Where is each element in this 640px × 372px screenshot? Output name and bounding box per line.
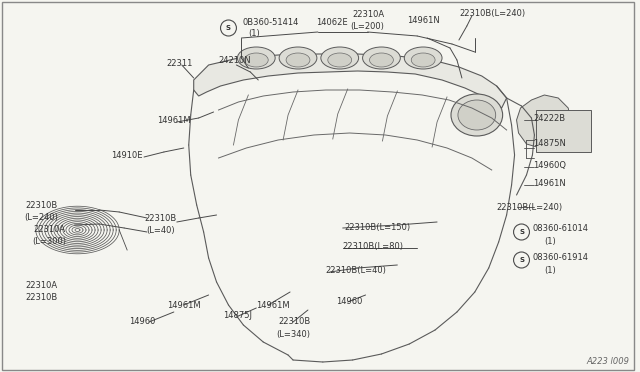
Text: 14960Q: 14960Q (533, 160, 566, 170)
Bar (536, 110, 591, 152)
Text: 22310A: 22310A (26, 282, 58, 291)
Text: 0B360-51414: 0B360-51414 (243, 17, 299, 26)
Text: (L=200): (L=200) (351, 22, 385, 31)
Text: 14961M: 14961M (157, 115, 191, 125)
Ellipse shape (369, 53, 394, 67)
Ellipse shape (286, 53, 310, 67)
Text: 24210N: 24210N (218, 55, 251, 64)
Ellipse shape (328, 53, 351, 67)
Text: 22310B: 22310B (278, 317, 310, 327)
Text: 14062E: 14062E (316, 17, 348, 26)
Text: S: S (226, 25, 231, 31)
Text: 22310B(L=80): 22310B(L=80) (342, 241, 404, 250)
Text: 08360-61914: 08360-61914 (532, 253, 588, 262)
Ellipse shape (321, 47, 358, 69)
Ellipse shape (279, 47, 317, 69)
Text: 14961N: 14961N (407, 16, 440, 25)
Text: 22310A: 22310A (353, 10, 385, 19)
Text: 14875N: 14875N (533, 138, 566, 148)
Text: 14961N: 14961N (533, 179, 566, 187)
Text: 22311: 22311 (167, 58, 193, 67)
Ellipse shape (412, 53, 435, 67)
Circle shape (513, 224, 529, 240)
Text: 14910E: 14910E (111, 151, 143, 160)
Polygon shape (516, 95, 571, 148)
Text: 22310B(L=240): 22310B(L=240) (497, 202, 563, 212)
Ellipse shape (244, 53, 268, 67)
Text: S: S (519, 257, 524, 263)
Ellipse shape (237, 47, 275, 69)
Text: 14875J: 14875J (223, 311, 253, 320)
Ellipse shape (458, 100, 496, 130)
Text: 14960: 14960 (129, 317, 156, 327)
Text: 22310B: 22310B (26, 294, 58, 302)
Polygon shape (194, 54, 507, 108)
Text: 22310B(L=40): 22310B(L=40) (326, 266, 387, 275)
Text: (1): (1) (545, 237, 556, 246)
Text: 22310B: 22310B (144, 214, 176, 222)
Ellipse shape (451, 94, 502, 136)
Text: (L=340): (L=340) (276, 330, 310, 339)
Text: 22310B: 22310B (26, 201, 58, 209)
Ellipse shape (363, 47, 401, 69)
Text: S: S (519, 229, 524, 235)
Text: 22310A: 22310A (34, 224, 66, 234)
Circle shape (513, 252, 529, 268)
Text: 14960: 14960 (336, 298, 362, 307)
Circle shape (221, 20, 236, 36)
Text: A223 l009: A223 l009 (586, 357, 629, 366)
Text: 14961M: 14961M (167, 301, 200, 310)
Text: (1): (1) (545, 266, 556, 275)
Text: 14961M: 14961M (256, 301, 290, 310)
Text: (L=40): (L=40) (146, 225, 175, 234)
Text: (L=300): (L=300) (32, 237, 66, 246)
Ellipse shape (404, 47, 442, 69)
Text: (L=240): (L=240) (24, 212, 58, 221)
Text: (1): (1) (248, 29, 260, 38)
Text: 22310B(L=150): 22310B(L=150) (345, 222, 411, 231)
Text: 24222B: 24222B (533, 113, 566, 122)
Text: 08360-61014: 08360-61014 (532, 224, 588, 232)
Text: 22310B(L=240): 22310B(L=240) (459, 9, 525, 17)
